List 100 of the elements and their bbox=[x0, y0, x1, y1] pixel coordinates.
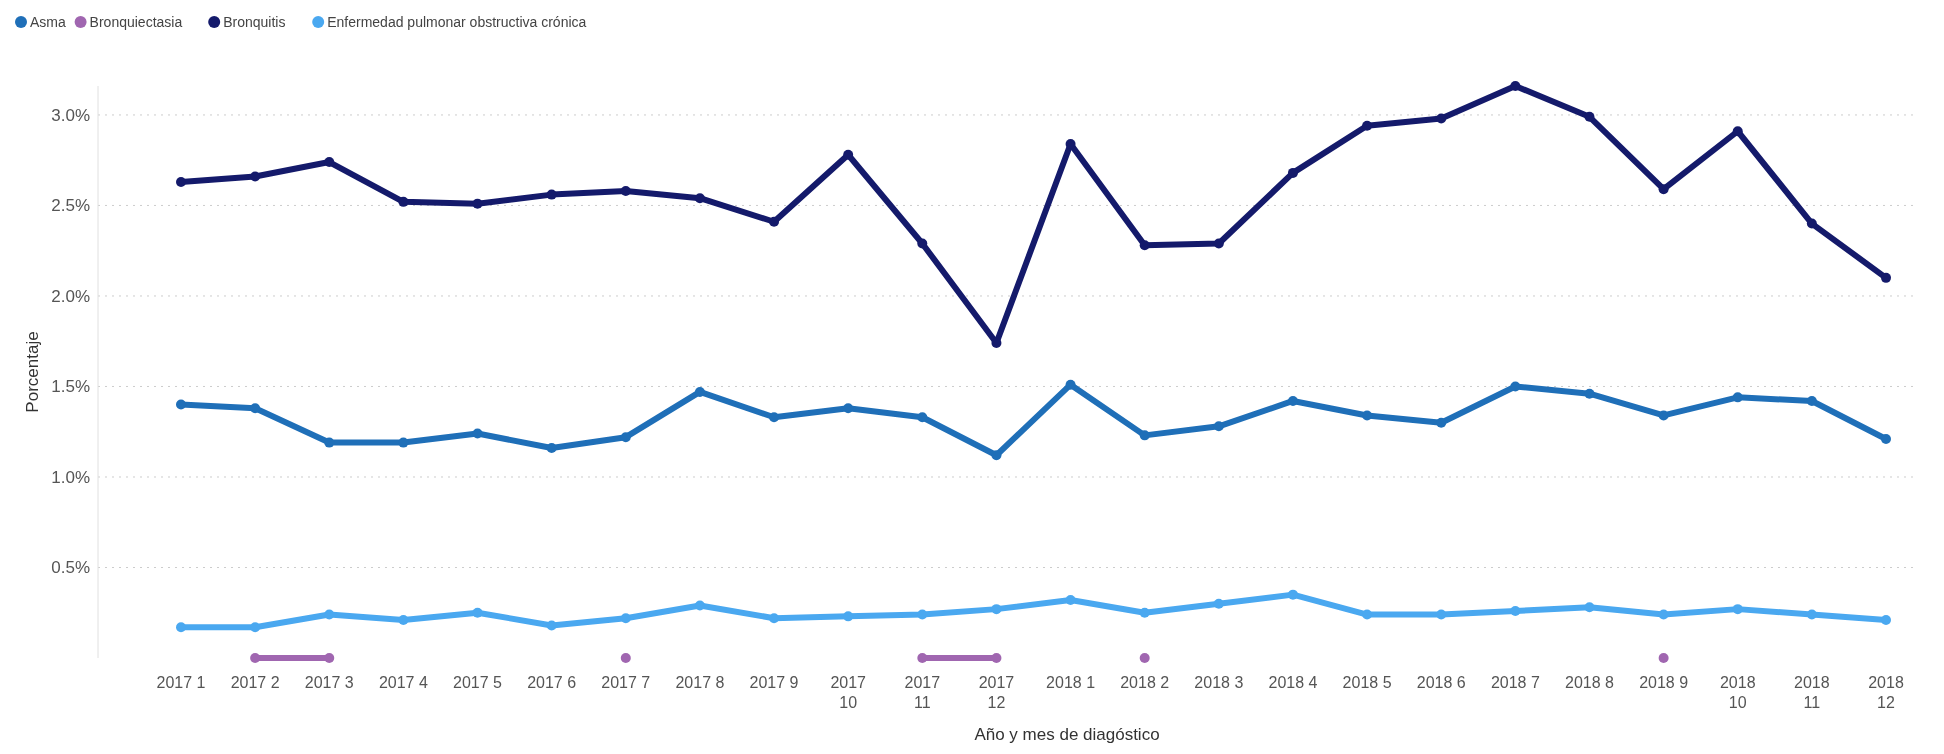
x-tick-label: 2017 10 bbox=[830, 674, 867, 711]
x-tick-label: 2017 8 bbox=[675, 674, 725, 691]
point bbox=[1732, 392, 1743, 403]
point bbox=[1806, 609, 1817, 620]
point bbox=[917, 412, 928, 423]
y-tick-label: 1.0% bbox=[51, 467, 90, 487]
x-tick-label: 2018 5 bbox=[1342, 674, 1392, 691]
point bbox=[1287, 589, 1298, 600]
x-tick-label: 2017 9 bbox=[749, 674, 799, 691]
point bbox=[1806, 218, 1817, 229]
point bbox=[1362, 120, 1373, 131]
legend-label: Enfermedad pulmonar obstructiva crónica bbox=[327, 14, 587, 30]
point bbox=[1287, 395, 1298, 406]
x-tick-label: 2018 6 bbox=[1416, 674, 1466, 691]
legend-label: Asma bbox=[30, 14, 66, 30]
point bbox=[546, 620, 557, 631]
point bbox=[324, 437, 335, 448]
point bbox=[250, 622, 261, 633]
x-tick-label: 2017 1 bbox=[156, 674, 206, 691]
point bbox=[694, 386, 705, 397]
x-tick-label: 2017 5 bbox=[453, 674, 503, 691]
point bbox=[917, 653, 928, 663]
point bbox=[250, 171, 261, 182]
x-tick-label: 2018 12 bbox=[1868, 674, 1904, 711]
point bbox=[1139, 240, 1150, 251]
point bbox=[176, 622, 186, 633]
point bbox=[1658, 609, 1669, 620]
x-tick-label: 2017 6 bbox=[527, 674, 577, 691]
point bbox=[1510, 81, 1521, 91]
point bbox=[1732, 126, 1743, 137]
x-tick-label: 2018 11 bbox=[1794, 674, 1830, 711]
point bbox=[1065, 595, 1076, 606]
point bbox=[546, 189, 557, 200]
y-tick-label: 0.5% bbox=[51, 558, 90, 578]
x-tick-label: 2017 3 bbox=[304, 674, 354, 691]
point bbox=[1732, 604, 1743, 615]
point bbox=[843, 611, 854, 622]
point bbox=[546, 443, 557, 454]
legend-label: Bronquiectasia bbox=[89, 14, 183, 30]
point bbox=[324, 653, 335, 663]
point bbox=[694, 193, 705, 204]
point bbox=[917, 238, 928, 249]
point bbox=[620, 432, 631, 443]
x-tick-label: 2018 9 bbox=[1639, 674, 1689, 691]
point bbox=[472, 428, 483, 439]
x-tick-label: 2017 12 bbox=[978, 674, 1015, 711]
point bbox=[1139, 430, 1150, 441]
point bbox=[620, 613, 631, 624]
point bbox=[1362, 410, 1373, 421]
point bbox=[1213, 238, 1224, 249]
legend-label: Bronquitis bbox=[223, 14, 286, 30]
x-tick-label: 2018 2 bbox=[1120, 674, 1170, 691]
point bbox=[1065, 379, 1076, 390]
point bbox=[324, 609, 335, 620]
point bbox=[991, 450, 1002, 461]
point bbox=[1658, 410, 1669, 421]
point bbox=[1139, 653, 1150, 663]
point bbox=[176, 399, 186, 410]
point bbox=[472, 607, 483, 618]
point bbox=[1213, 421, 1224, 432]
point bbox=[1584, 388, 1595, 399]
y-axis-title: Porcentaje bbox=[23, 331, 42, 413]
point bbox=[769, 216, 780, 227]
x-tick-label: 2018 8 bbox=[1565, 674, 1615, 691]
x-tick-label: 2017 7 bbox=[601, 674, 651, 691]
point bbox=[620, 653, 631, 663]
point bbox=[1881, 614, 1891, 625]
point bbox=[176, 176, 186, 187]
x-tick-label: 2017 11 bbox=[904, 674, 941, 711]
y-tick-label: 3.0% bbox=[51, 105, 90, 125]
point bbox=[917, 609, 928, 620]
point bbox=[324, 157, 335, 168]
point bbox=[1436, 609, 1447, 620]
point bbox=[472, 198, 483, 209]
point bbox=[398, 437, 409, 448]
point bbox=[843, 149, 854, 160]
point bbox=[1881, 433, 1891, 444]
point bbox=[398, 614, 409, 625]
x-tick-label: 2018 10 bbox=[1719, 674, 1756, 711]
point bbox=[398, 196, 409, 207]
y-tick-label: 2.5% bbox=[51, 196, 90, 216]
point bbox=[1584, 602, 1595, 613]
y-tick-label: 2.0% bbox=[51, 286, 90, 306]
point bbox=[250, 653, 261, 663]
point bbox=[1510, 605, 1521, 616]
point bbox=[250, 403, 261, 414]
x-tick-label: 2018 7 bbox=[1490, 674, 1540, 691]
x-axis-title: Año y mes de diagóstico bbox=[974, 725, 1160, 744]
y-tick-label: 1.5% bbox=[51, 377, 90, 397]
x-tick-label: 2017 2 bbox=[230, 674, 280, 691]
point bbox=[1139, 607, 1150, 618]
point bbox=[1510, 381, 1521, 392]
point bbox=[694, 600, 705, 611]
point bbox=[769, 412, 780, 423]
point bbox=[991, 604, 1002, 615]
point bbox=[620, 185, 631, 196]
point bbox=[1658, 184, 1669, 195]
point bbox=[991, 653, 1002, 663]
point bbox=[1436, 417, 1447, 428]
x-tick-label: 2017 4 bbox=[378, 674, 428, 691]
